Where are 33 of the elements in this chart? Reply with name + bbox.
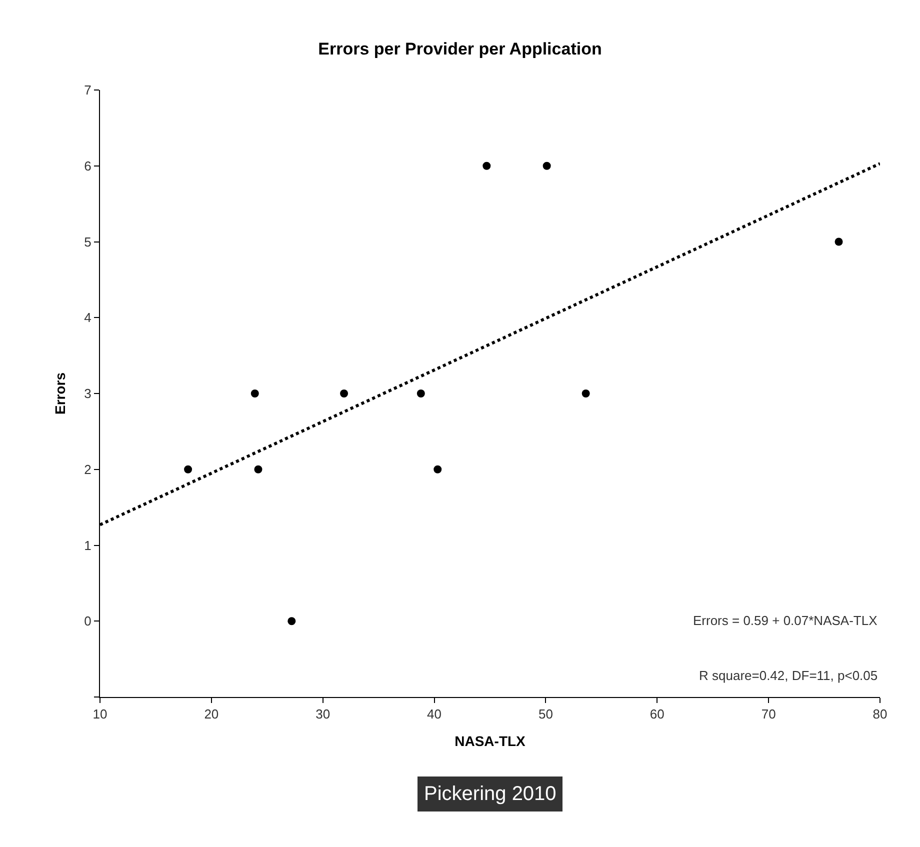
x-tick-label: 70 [761, 706, 776, 722]
point [288, 617, 296, 626]
point [434, 465, 442, 474]
chart-title: Errors per Provider per Application [318, 39, 602, 58]
y-tick-label: 4 [84, 310, 92, 326]
y-tick-label: 1 [84, 538, 92, 553]
point [416, 390, 425, 398]
point [254, 465, 262, 474]
x-tick-label: 80 [872, 706, 888, 722]
point [482, 162, 491, 170]
x-tick-label: 10 [92, 706, 108, 722]
x-tick-label: 60 [650, 706, 664, 722]
point [542, 162, 551, 170]
text: Pickering 2010 [424, 783, 556, 805]
annotation: Errors = 0.59 + 0.07*NASA-TLX [693, 613, 878, 628]
y-tick-label: 0 [84, 614, 92, 629]
annotation: R square=0.42, DF=11, p<0.05 [699, 668, 878, 683]
y-tick-label: 3 [84, 386, 92, 402]
point [834, 238, 843, 246]
point [250, 390, 259, 398]
y-tick-label: 5 [84, 234, 92, 250]
x-tick-label: 20 [204, 706, 219, 722]
point [582, 390, 590, 398]
x-tick-label: 50 [538, 706, 553, 722]
point [184, 465, 192, 474]
y-tick-label: 2 [84, 462, 92, 477]
y-tick-label: 7 [84, 82, 92, 98]
x-tick-label: 40 [427, 706, 442, 722]
y-axis-title: Errors [52, 372, 68, 415]
y-tick-label: 6 [84, 158, 92, 174]
x-axis-title: NASA-TLX [454, 732, 526, 749]
x-tick-label: 30 [316, 706, 330, 722]
point [340, 390, 348, 398]
